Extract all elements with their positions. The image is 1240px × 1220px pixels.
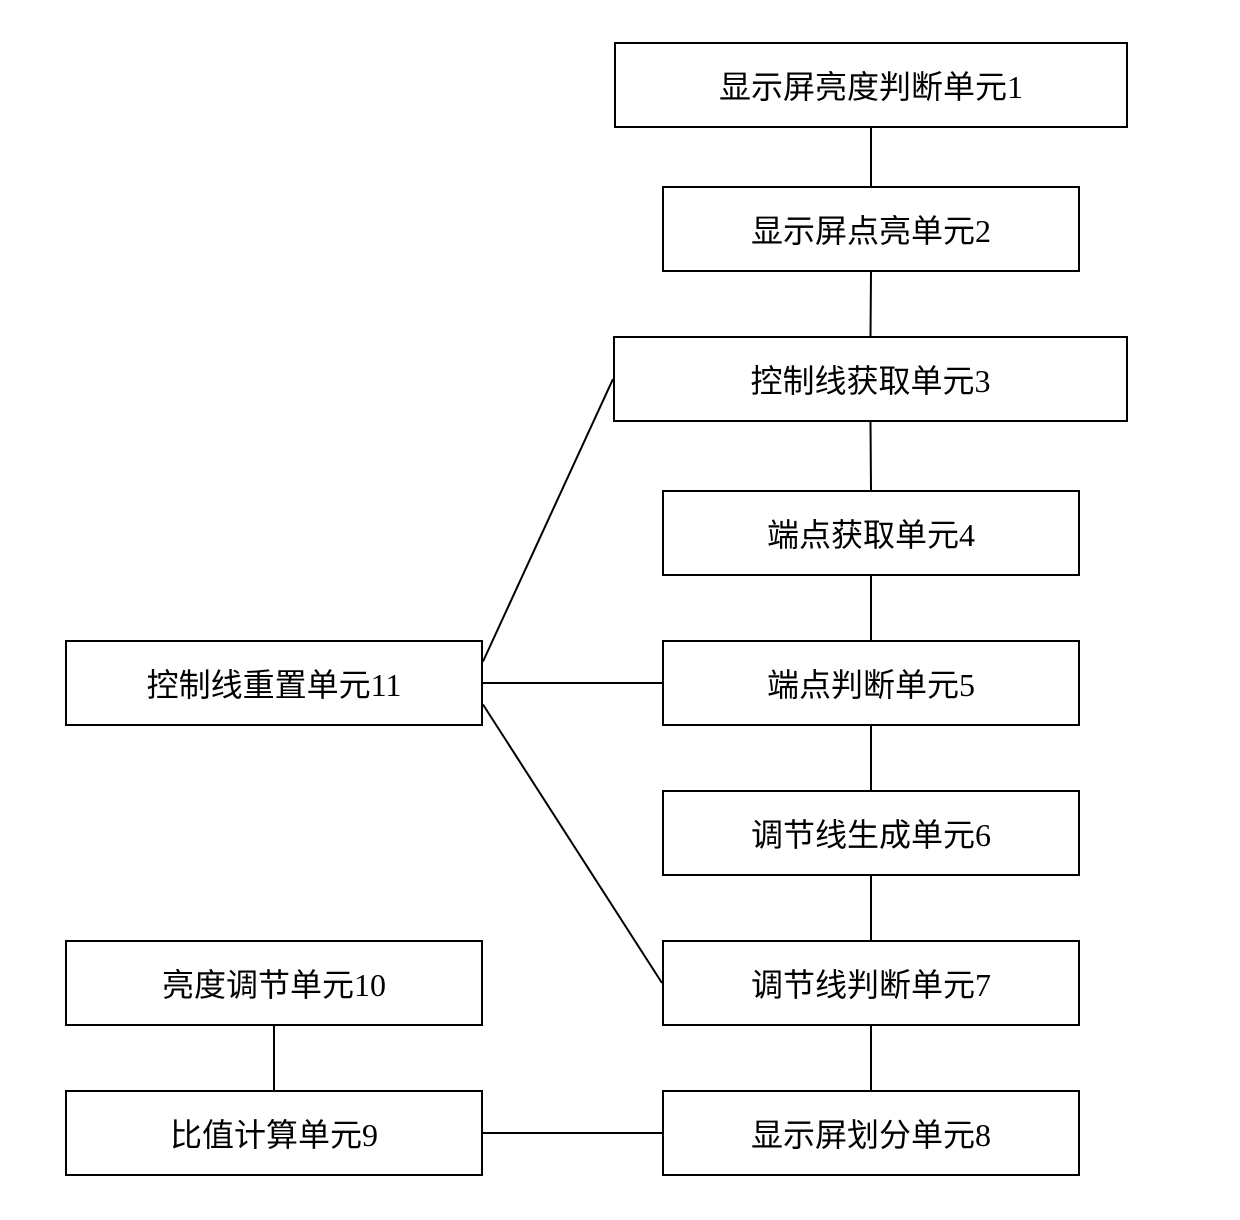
node-n3: 控制线获取单元3 [613, 336, 1128, 422]
connectors-layer [0, 0, 1240, 1220]
edge-n11-n3 [483, 379, 613, 662]
diagram-canvas: 显示屏亮度判断单元1 显示屏点亮单元2 控制线获取单元3 端点获取单元4 端点判断单元5… [0, 0, 1240, 1220]
edge-n2-n3 [871, 272, 872, 336]
node-n8: 显示屏划分单元8 [662, 1090, 1080, 1176]
node-n4: 端点获取单元4 [662, 490, 1080, 576]
node-n11: 控制线重置单元11 [65, 640, 483, 726]
node-n10: 亮度调节单元10 [65, 940, 483, 1026]
edge-n11-n7 [483, 705, 662, 984]
node-n5: 端点判断单元5 [662, 640, 1080, 726]
node-n9: 比值计算单元9 [65, 1090, 483, 1176]
node-n7: 调节线判断单元7 [662, 940, 1080, 1026]
node-n1: 显示屏亮度判断单元1 [614, 42, 1128, 128]
node-n6: 调节线生成单元6 [662, 790, 1080, 876]
node-n2: 显示屏点亮单元2 [662, 186, 1080, 272]
edge-n3-n4 [871, 422, 872, 490]
